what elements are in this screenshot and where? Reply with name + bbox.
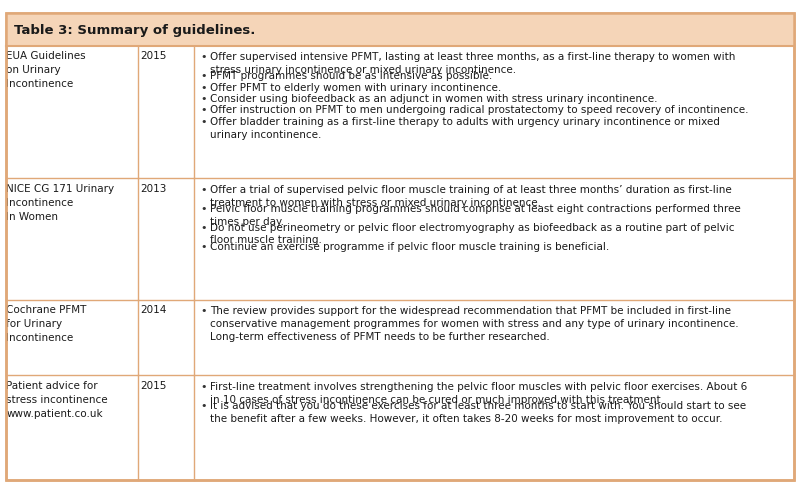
Text: Offer instruction on PFMT to men undergoing radical prostatectomy to speed recov: Offer instruction on PFMT to men undergo… — [210, 106, 749, 115]
Text: •: • — [200, 94, 206, 104]
Text: The review provides support for the widespread recommendation that PFMT be inclu: The review provides support for the wide… — [210, 306, 739, 341]
Text: Offer a trial of supervised pelvic floor muscle training of at least three month: Offer a trial of supervised pelvic floor… — [210, 184, 732, 207]
Text: •: • — [200, 106, 206, 115]
Text: •: • — [200, 306, 206, 316]
Text: EUA Guidelines
on Urinary
Incontinence: EUA Guidelines on Urinary Incontinence — [6, 51, 86, 89]
Text: •: • — [200, 203, 206, 213]
Text: Pelvic floor muscle training programmes should comprise at least eight contracti: Pelvic floor muscle training programmes … — [210, 203, 741, 226]
Text: PFMT programmes should be as intensive as possible.: PFMT programmes should be as intensive a… — [210, 71, 493, 81]
Text: Consider using biofeedback as an adjunct in women with stress urinary incontinen: Consider using biofeedback as an adjunct… — [210, 94, 658, 104]
Text: Table 3: Summary of guidelines.: Table 3: Summary of guidelines. — [14, 24, 256, 36]
Text: •: • — [200, 222, 206, 232]
Text: •: • — [200, 400, 206, 410]
Text: •: • — [200, 71, 206, 81]
Text: Offer bladder training as a first-line therapy to adults with urgency urinary in: Offer bladder training as a first-line t… — [210, 117, 720, 139]
Text: Patient advice for
stress incontinence
www.patient.co.uk: Patient advice for stress incontinence w… — [6, 380, 108, 418]
Text: First-line treatment involves strengthening the pelvic floor muscles with pelvic: First-line treatment involves strengthen… — [210, 381, 748, 404]
Text: NICE CG 171 Urinary
Incontinence
In Women: NICE CG 171 Urinary Incontinence In Wome… — [6, 183, 114, 221]
Text: 2013: 2013 — [140, 183, 166, 194]
Text: •: • — [200, 184, 206, 195]
Text: 2015: 2015 — [140, 51, 166, 61]
Text: It is advised that you do these exercises for at least three months to start wit: It is advised that you do these exercise… — [210, 400, 746, 423]
Bar — [6, 14, 794, 46]
Text: 2014: 2014 — [140, 305, 166, 315]
Text: •: • — [200, 241, 206, 251]
Text: •: • — [200, 83, 206, 92]
Text: •: • — [200, 117, 206, 127]
Text: •: • — [200, 52, 206, 62]
Text: Continue an exercise programme if pelvic floor muscle training is beneficial.: Continue an exercise programme if pelvic… — [210, 241, 610, 251]
Text: Do not use perineometry or pelvic floor electromyography as biofeedback as a rou: Do not use perineometry or pelvic floor … — [210, 222, 735, 245]
Text: Cochrane PFMT
for Urinary
Incontinence: Cochrane PFMT for Urinary Incontinence — [6, 305, 86, 343]
Text: •: • — [200, 381, 206, 391]
Text: 2015: 2015 — [140, 380, 166, 390]
Text: Offer PFMT to elderly women with urinary incontinence.: Offer PFMT to elderly women with urinary… — [210, 83, 502, 92]
Text: Offer supervised intensive PFMT, lasting at least three months, as a first-line : Offer supervised intensive PFMT, lasting… — [210, 52, 736, 75]
